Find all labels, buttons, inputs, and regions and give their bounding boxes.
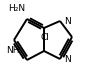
Text: N: N: [64, 55, 71, 64]
Text: N: N: [64, 17, 71, 26]
Text: H₂N: H₂N: [8, 4, 25, 13]
Text: NH: NH: [6, 46, 20, 55]
Text: Cl: Cl: [41, 33, 49, 42]
